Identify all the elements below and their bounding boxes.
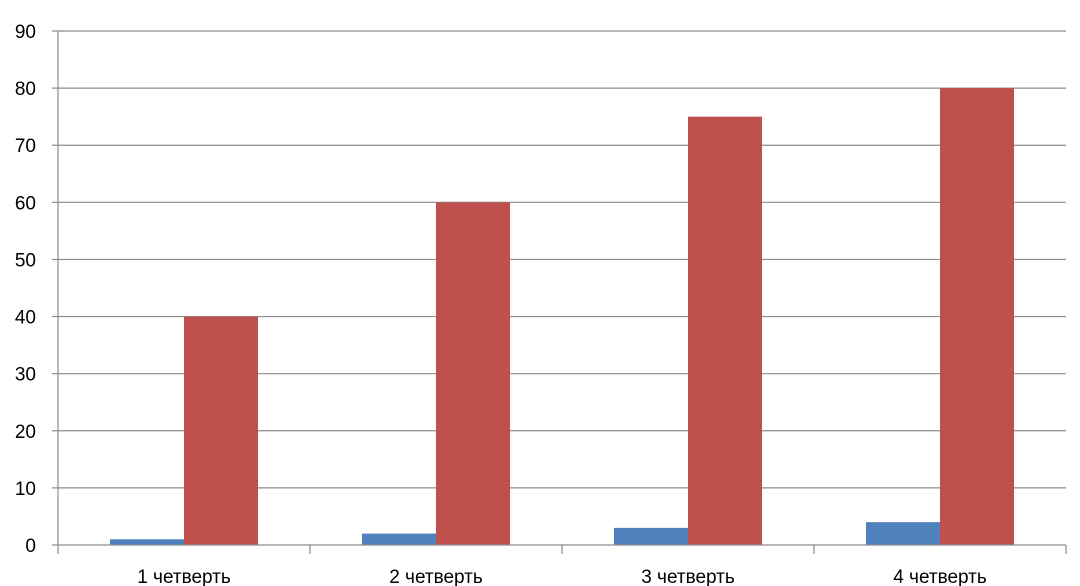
y-tick-label: 20 <box>15 422 36 443</box>
y-tick-label: 90 <box>15 22 36 43</box>
y-tick-label: 70 <box>15 136 36 157</box>
y-tick-label: 10 <box>15 479 36 500</box>
x-tick-label: 4 четверть <box>893 567 987 586</box>
bar-series-1-1 <box>110 539 184 545</box>
y-tick-label: 60 <box>15 193 36 214</box>
y-tick-label: 50 <box>15 250 36 271</box>
y-axis-tick-labels: 0 10 20 30 40 50 60 70 80 90 <box>15 22 36 557</box>
bar-series-1-3 <box>614 527 688 545</box>
bar-series-2-3 <box>688 116 762 546</box>
bar-series <box>110 88 1014 546</box>
bar-series-2-1 <box>184 316 258 545</box>
bar-series-2-2 <box>436 202 510 546</box>
bar-series-1-4 <box>866 522 940 545</box>
y-tick-label: 0 <box>25 536 36 557</box>
x-tick-label: 3 четверть <box>641 567 735 586</box>
y-tick-label: 40 <box>15 308 36 329</box>
y-tick-label: 30 <box>15 365 36 386</box>
x-tick-label: 1 четверть <box>137 567 231 586</box>
bar-series-1-2 <box>362 533 436 545</box>
bar-series-2-4 <box>940 88 1014 545</box>
x-axis-tick-labels: 1 четверть 2 четверть 3 четверть 4 четверть <box>137 567 987 586</box>
x-tick-label: 2 четверть <box>389 567 483 586</box>
y-tick-label: 80 <box>15 79 36 100</box>
axes <box>52 30 1067 554</box>
